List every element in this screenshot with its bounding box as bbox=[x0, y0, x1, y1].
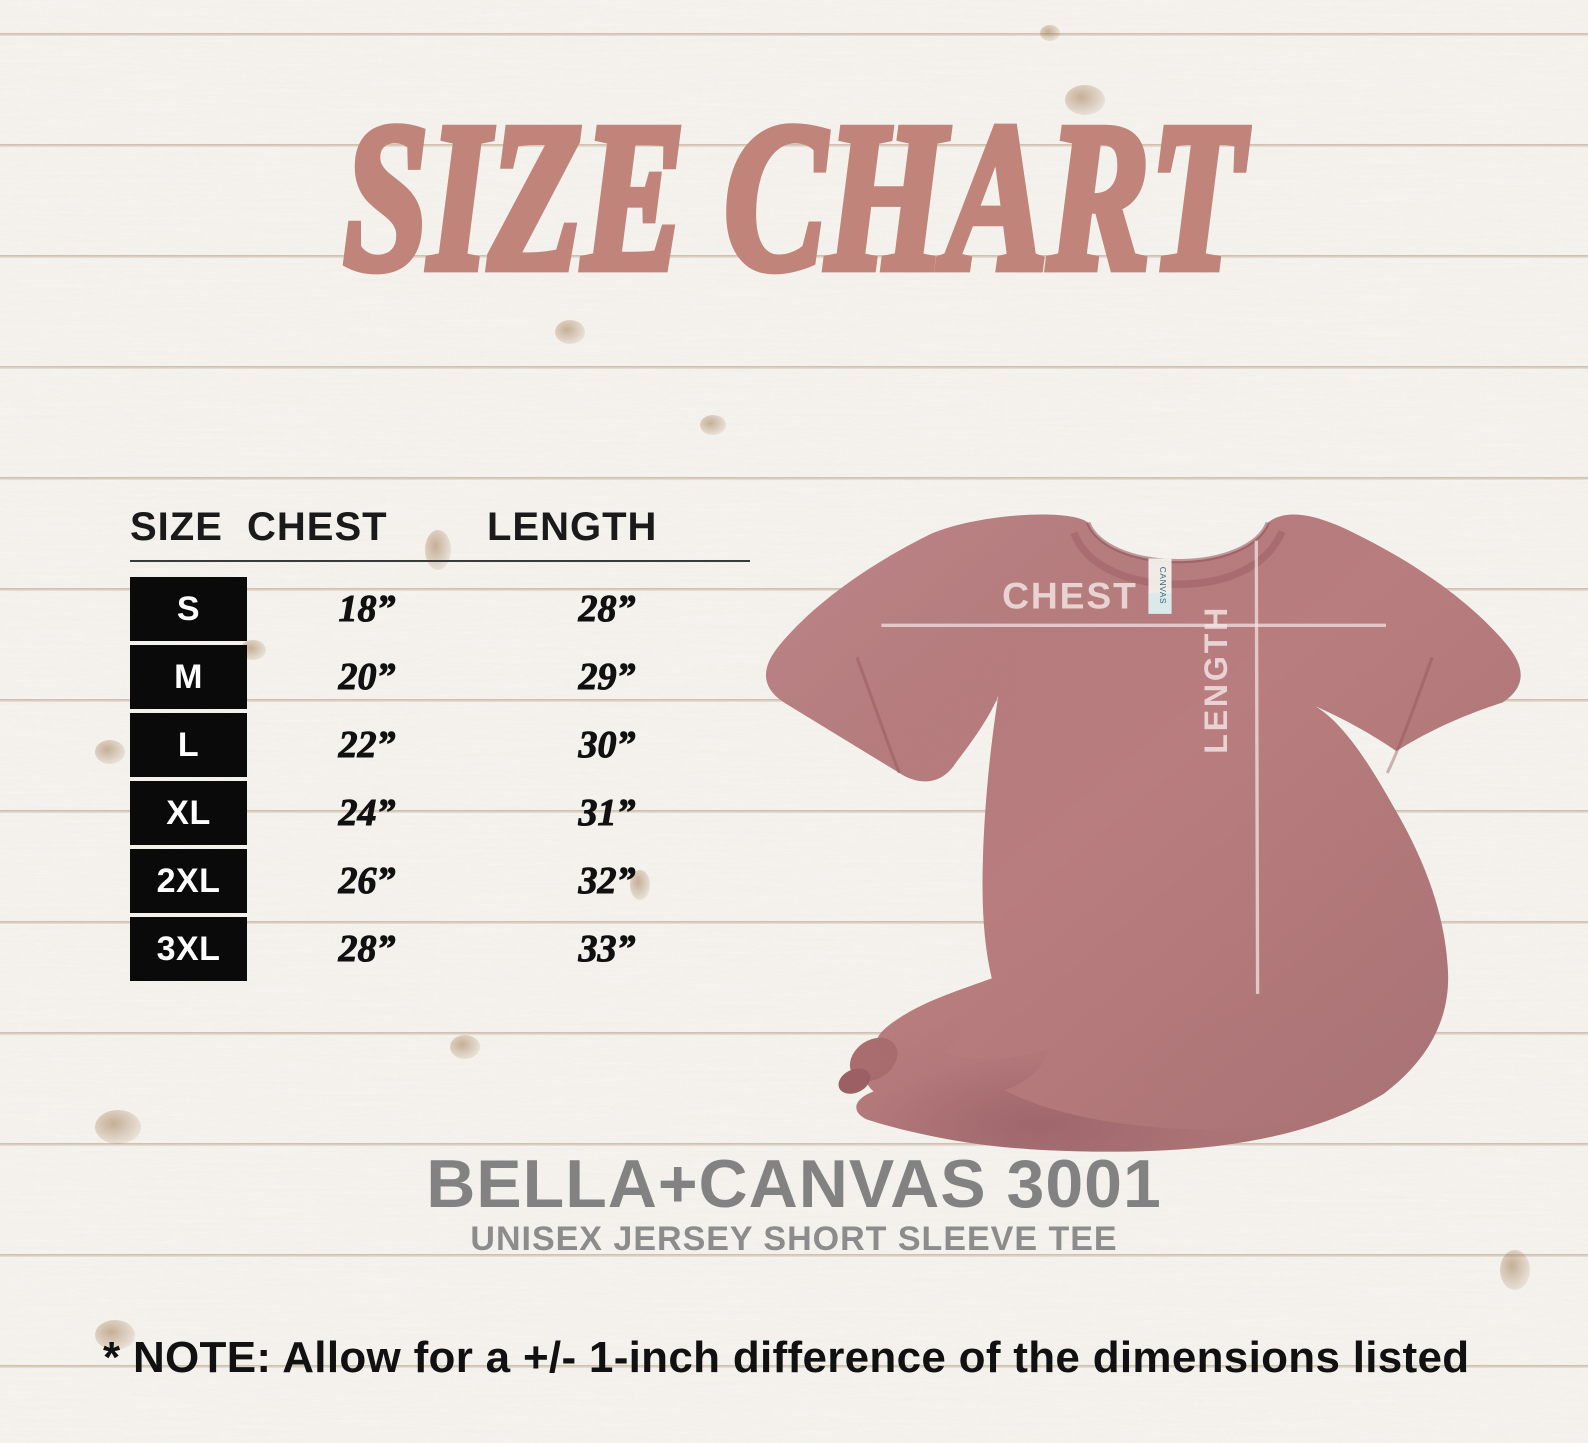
svg-text:CANVAS: CANVAS bbox=[1158, 567, 1168, 604]
svg-text:LENGTH: LENGTH bbox=[1198, 605, 1234, 754]
svg-text:CHEST: CHEST bbox=[1002, 575, 1138, 617]
